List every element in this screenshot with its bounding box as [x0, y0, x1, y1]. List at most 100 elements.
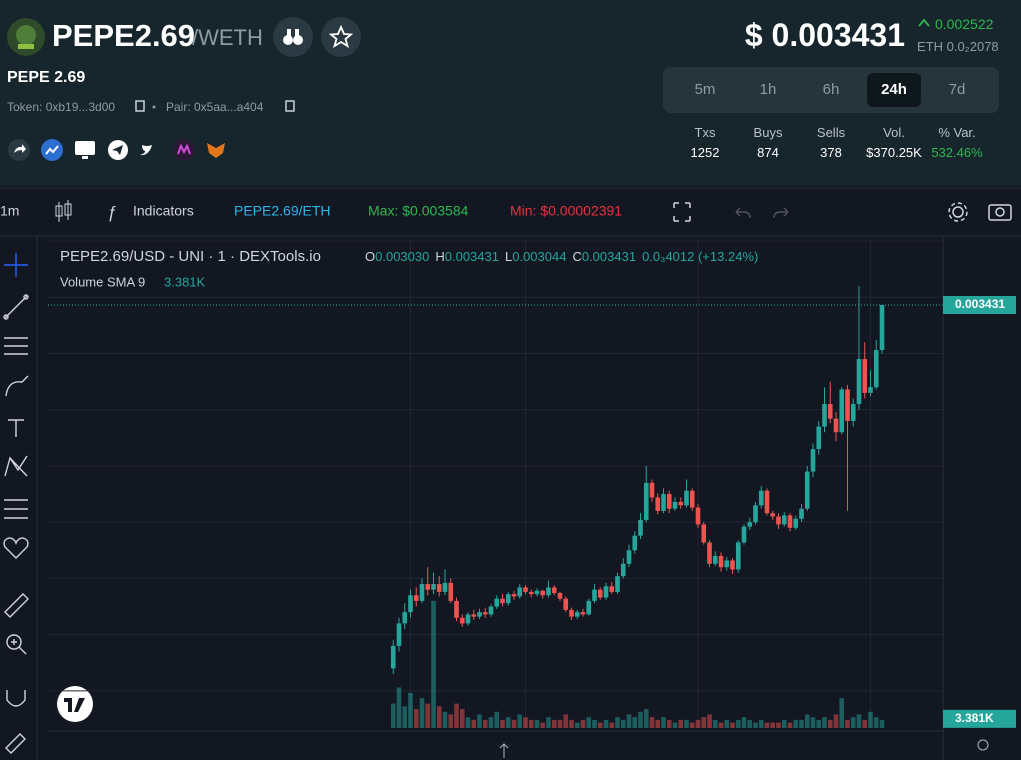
timeframe-option[interactable]: 1h [759, 81, 777, 98]
volume-bar [597, 722, 603, 728]
candle-body [540, 590, 546, 596]
candle-body [390, 645, 396, 669]
volume-bar [747, 719, 753, 728]
volume-bar [862, 719, 868, 728]
chart-background [0, 186, 1021, 760]
candle-body [787, 515, 793, 528]
volume-bar [615, 717, 620, 728]
candle-body [500, 598, 505, 604]
volume-bar [822, 717, 827, 728]
volume-bar [879, 719, 885, 728]
token-address[interactable]: Token: 0xb19...3d00 [7, 100, 116, 114]
volume-bar [793, 719, 799, 728]
timeframe-option[interactable]: 24h [867, 73, 921, 107]
timeframe-option[interactable]: 6h [822, 81, 840, 98]
candle-body [592, 589, 597, 601]
pair-address[interactable]: Pair: 0x5aa...a404 [166, 100, 264, 114]
favorite-button[interactable] [321, 17, 361, 57]
last-price-tag [943, 295, 1016, 314]
candle-body [517, 587, 523, 597]
candle-body [465, 614, 471, 624]
settings-icon[interactable] [977, 739, 989, 751]
volume-bar [390, 703, 396, 728]
volume-bar [735, 719, 741, 728]
volume-bar [638, 711, 643, 728]
volume-bar [816, 719, 822, 728]
volume-bar [465, 717, 471, 728]
candle-body [649, 482, 655, 498]
candle-body [488, 606, 494, 615]
social-links[interactable] [6, 137, 236, 163]
volume-bar [471, 719, 477, 728]
volume-bar [845, 719, 850, 728]
candle-body [494, 598, 500, 607]
token-header: PEPE2.69 /WETH PEPE 2.69 Token: 0xb19...… [0, 0, 1021, 186]
volume-bar [672, 722, 678, 728]
volume-bar [724, 719, 730, 728]
volume-bar [689, 722, 695, 728]
volume-bar [799, 719, 804, 728]
candle-body [511, 594, 517, 597]
volume-bar [580, 719, 586, 728]
volume-bar [448, 714, 454, 728]
volume-bar [546, 717, 551, 728]
change-arrow [918, 18, 930, 27]
indicators-button[interactable]: Indicators [133, 203, 194, 219]
candle-body [609, 586, 615, 592]
timeframe-option[interactable]: 7d [948, 81, 966, 98]
candle-body [770, 513, 776, 517]
candle-body [574, 612, 580, 617]
volume-bar [718, 722, 724, 728]
candle-body [505, 594, 511, 604]
candle-body [459, 617, 465, 624]
timeframe-option[interactable]: 5m [694, 81, 716, 98]
candle-type-icon[interactable] [55, 200, 72, 222]
stat-value: $370.25K [866, 145, 922, 160]
toolbar-icons[interactable] [673, 202, 1012, 222]
candle-body [833, 418, 839, 433]
candle-body [586, 600, 592, 615]
ohlc-value: 0.003431 [582, 249, 636, 264]
candle-body [804, 471, 810, 509]
candle-body [718, 555, 724, 568]
volume-bar [517, 714, 523, 728]
volume-bar [523, 717, 528, 728]
scroll-arrow[interactable] [499, 743, 509, 758]
volume-legend: Volume SMA 9 [60, 274, 145, 289]
candle-body [477, 612, 482, 617]
drawing-tools[interactable] [3, 253, 29, 754]
last-price-label: 0.003431 [955, 297, 1005, 311]
copy-icons[interactable] [134, 100, 194, 114]
token-name: PEPE 2.69 [7, 69, 86, 86]
volume-bar [764, 722, 770, 728]
price-usd: $ 0.003431 [744, 17, 905, 53]
volume-bar [500, 719, 505, 728]
candle-body [850, 404, 856, 421]
volume-bar [431, 600, 436, 728]
candle-body [569, 609, 574, 617]
volume-bar [695, 719, 701, 728]
volume-sma-value: 3.381K [164, 274, 206, 289]
interval[interactable]: 1m [0, 203, 19, 219]
candle-body [827, 404, 833, 419]
chart-title: PEPE2.69/USD - UNI · 1 · DEXTools.io [60, 248, 321, 265]
candle-body [856, 359, 862, 405]
candle-body [638, 519, 643, 536]
candle-body [799, 508, 804, 519]
fx-icon[interactable]: ƒ [107, 202, 116, 221]
candle-body [436, 584, 442, 592]
volume-bar [666, 719, 672, 728]
candle-body [868, 387, 873, 393]
candle-body [753, 505, 758, 523]
binoculars-button[interactable] [273, 17, 313, 57]
volume-bar [730, 722, 735, 728]
ohlc-key: O [365, 249, 375, 264]
candle-body [862, 359, 868, 393]
volume-bar [827, 719, 833, 728]
volume-bar [557, 719, 563, 728]
candle-body [471, 614, 477, 617]
ohlc-key: C [572, 249, 581, 264]
volume-bar [609, 722, 615, 728]
volume-bar [626, 714, 632, 728]
copy-icon[interactable] [284, 100, 296, 114]
